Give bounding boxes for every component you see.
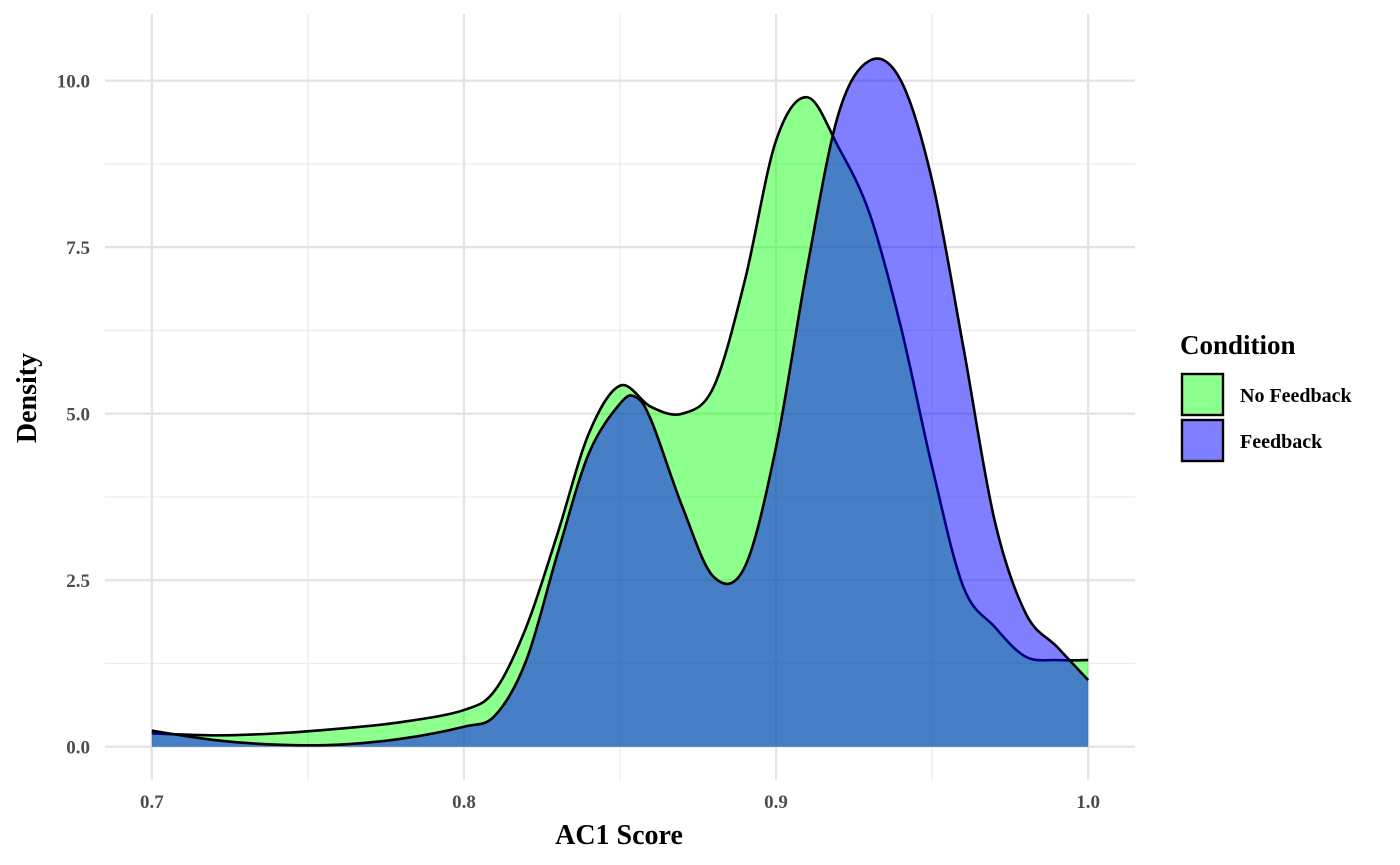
y-tick-label: 10.0: [57, 72, 90, 93]
density-line-feedback: [151, 57, 1090, 747]
legend-key-bg-no-feedback: [1182, 374, 1223, 415]
legend-key-feedback: [1180, 418, 1225, 463]
density-area-feedback: [151, 58, 1089, 747]
x-tick-label: 0.7: [140, 792, 164, 813]
y-tick-label: 7.5: [66, 238, 90, 259]
x-axis-ticks: 0.7 0.8 0.9 1.0: [140, 792, 1100, 813]
legend-label-no-feedback: No Feedback: [1240, 385, 1353, 407]
legend-label-feedback: Feedback: [1240, 431, 1323, 453]
legend-items: No Feedback Feedback: [1180, 372, 1353, 463]
y-tick-label: 2.5: [66, 571, 90, 592]
legend: Condition No Feedback Feedback: [1180, 330, 1353, 463]
y-tick-label: 5.0: [66, 405, 90, 426]
x-tick-label: 0.8: [452, 792, 476, 813]
y-axis-title: Density: [12, 353, 43, 443]
x-tick-label: 0.9: [764, 792, 788, 813]
y-axis-ticks: 0.0 2.5 5.0 7.5 10.0: [57, 72, 90, 759]
x-tick-label: 1.0: [1076, 792, 1100, 813]
legend-title: Condition: [1180, 330, 1296, 360]
legend-key-no-feedback: [1180, 372, 1225, 417]
y-tick-label: 0.0: [66, 738, 90, 759]
x-axis-title: AC1 Score: [555, 820, 683, 851]
density-areas: [151, 57, 1090, 747]
